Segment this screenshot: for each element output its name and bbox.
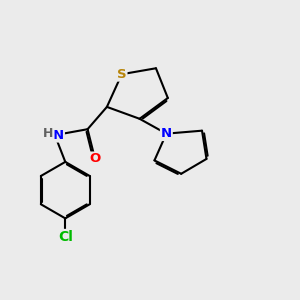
Text: Cl: Cl: [58, 230, 73, 244]
Text: O: O: [89, 152, 100, 165]
Text: N: N: [161, 127, 172, 140]
Text: S: S: [117, 68, 127, 81]
Text: H: H: [43, 127, 53, 140]
Text: N: N: [53, 129, 64, 142]
